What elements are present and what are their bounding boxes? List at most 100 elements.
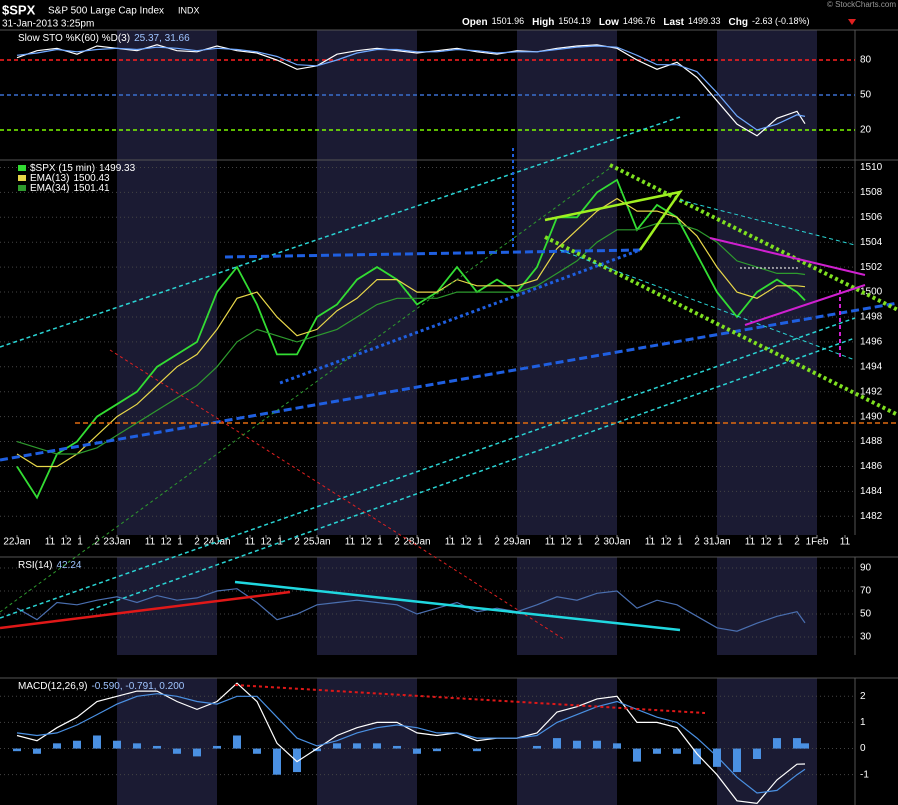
- x-tick-label: 2: [594, 537, 600, 548]
- legend-name: EMA(13): [30, 173, 69, 184]
- quote-label: Open: [462, 17, 488, 28]
- y-tick-label: 90: [860, 563, 872, 574]
- histogram-bar: [373, 743, 381, 749]
- legend-value: 1501.41: [73, 183, 110, 194]
- histogram-bar: [673, 748, 681, 754]
- histogram-bar: [801, 743, 809, 749]
- histogram-bar: [773, 738, 781, 749]
- x-tick-label: 11: [645, 537, 656, 548]
- histogram-bar: [313, 748, 321, 752]
- histogram-bar: [173, 748, 181, 754]
- histogram-bar: [253, 748, 261, 754]
- day-band: [717, 557, 817, 655]
- histogram-bar: [533, 745, 541, 749]
- legend-value: 1500.43: [73, 173, 110, 184]
- y-tick-label: -1: [860, 769, 869, 780]
- y-tick-label: 1502: [860, 262, 883, 273]
- x-tick-label: 31Jan: [703, 537, 730, 548]
- symbol: $SPX: [2, 2, 36, 17]
- x-tick-label: 12: [560, 537, 572, 548]
- legend-swatch: [18, 185, 26, 191]
- y-tick-label: 80: [860, 55, 872, 66]
- x-tick-label: 2: [394, 537, 400, 548]
- y-tick-label: 1494: [860, 361, 883, 372]
- panel: 30 50 70 90 RSI(14) 42.24: [0, 556, 898, 655]
- trendlines: [0, 116, 898, 714]
- trendline: [89, 337, 856, 611]
- series-line: [16, 682, 806, 805]
- histogram-bar: [653, 748, 661, 754]
- histogram-bar: [293, 748, 301, 773]
- quote-label: Low: [599, 17, 619, 28]
- x-tick-label: 29Jan: [503, 537, 530, 548]
- panel: 1482 1484 1486 1488 1490 1492 1494 1496 1498 1500…: [0, 159, 898, 548]
- day-band: [717, 678, 817, 805]
- trendline: [679, 199, 856, 246]
- x-tick-label: 12: [60, 537, 72, 548]
- indicator-legend: Slow STO %K(60) %D(3) 25.37, 31.66: [18, 33, 190, 44]
- y-tick-label: 2: [860, 691, 866, 702]
- day-band: [317, 557, 417, 655]
- y-tick-label: 1: [860, 717, 866, 728]
- quote-value: 1501.96: [492, 16, 525, 26]
- histogram-bar: [353, 743, 361, 749]
- histogram-bar: [473, 748, 481, 752]
- day-band: [517, 678, 617, 805]
- indicator-values: 25.37, 31.66: [134, 33, 190, 44]
- histogram-bar: [53, 743, 61, 749]
- x-tick-label: 1: [77, 537, 83, 548]
- histogram-bar: [273, 748, 281, 775]
- y-tick-label: 1504: [860, 237, 883, 248]
- histogram-bar: [233, 735, 241, 749]
- y-tick-label: 1482: [860, 511, 883, 522]
- x-tick-label: 12: [260, 537, 272, 548]
- x-tick-label: 1: [377, 537, 383, 548]
- x-tick-label: 11: [45, 537, 56, 548]
- x-tick-label: 2: [494, 537, 500, 548]
- histogram-bar: [713, 748, 721, 767]
- indicator-title: RSI(14): [18, 560, 52, 571]
- histogram-bar: [113, 740, 121, 749]
- trendline: [559, 249, 856, 361]
- x-tick-label: 2: [294, 537, 300, 548]
- x-tick-label: 30Jan: [603, 537, 630, 548]
- day-band: [117, 678, 217, 805]
- x-tick-label: 25Jan: [303, 537, 330, 548]
- x-tick-label: 1: [577, 537, 583, 548]
- trendline: [0, 116, 681, 348]
- legend-swatch: [18, 175, 26, 181]
- x-tick-label: 1: [277, 537, 283, 548]
- x-tick-label: 1: [777, 537, 783, 548]
- x-tick-label: 11: [145, 537, 156, 548]
- histogram-bar: [73, 740, 81, 749]
- panel: -1 0 1 2 MACD(12,26,9) -0.590, -0.791, 0.200: [0, 677, 898, 805]
- y-tick-label: 20: [860, 125, 872, 136]
- histogram-bar: [13, 748, 21, 752]
- x-tick-label: 11: [445, 537, 456, 548]
- day-band: [117, 160, 217, 535]
- histogram-bar: [733, 748, 741, 773]
- histogram-bar: [573, 740, 581, 749]
- series-line: [16, 45, 806, 131]
- quote-label: High: [532, 17, 554, 28]
- y-tick-label: 1506: [860, 212, 883, 223]
- x-tick-label: 2: [94, 537, 100, 548]
- y-tick-label: 50: [860, 609, 872, 620]
- x-tick-label: 2: [694, 537, 700, 548]
- trendline: [0, 301, 898, 462]
- x-tick-label: 11: [345, 537, 356, 548]
- histogram-bar: [393, 745, 401, 749]
- legend-name: $SPX (15 min): [30, 163, 95, 174]
- y-tick-label: 1500: [860, 287, 883, 298]
- histogram-bar: [413, 748, 421, 754]
- x-tick-label: 12: [660, 537, 672, 548]
- legend-swatch: [18, 165, 26, 171]
- histogram-bar: [433, 748, 441, 752]
- histogram-bar: [153, 745, 161, 749]
- histogram-bar: [693, 748, 701, 765]
- down-arrow: [848, 19, 856, 25]
- x-tick-label: 1: [177, 537, 183, 548]
- histogram-bar: [793, 738, 801, 749]
- panel: 20 50 80 Slow STO %K(60) %D(3) 25.37, 31.66: [0, 29, 898, 160]
